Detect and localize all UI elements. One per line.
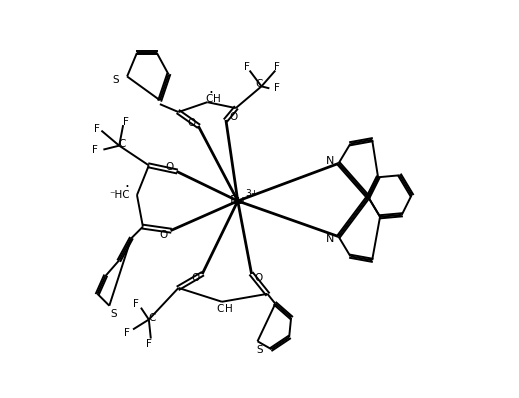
Text: 3+: 3+ [245,189,258,198]
Text: H: H [225,304,233,314]
Text: S: S [113,75,119,85]
Text: F: F [133,299,139,309]
Text: Eu: Eu [230,195,245,207]
Text: S: S [110,308,117,319]
Text: O: O [191,273,199,283]
Text: O: O [165,162,173,172]
Text: O: O [187,118,195,128]
Text: O: O [229,112,237,122]
Text: C: C [216,304,224,314]
Text: H: H [213,94,221,104]
Text: ·: · [209,86,214,101]
Text: S: S [256,345,263,355]
Text: C: C [256,79,263,90]
Text: O: O [159,230,168,240]
Text: ⁻HC: ⁻HC [109,190,130,200]
Text: ·: · [125,180,130,195]
Text: N: N [325,234,334,244]
Text: O: O [255,273,263,283]
Text: F: F [94,124,100,134]
Text: N: N [325,156,334,166]
Text: F: F [124,117,129,127]
Text: F: F [274,83,279,94]
Text: F: F [92,144,98,154]
Text: C: C [119,139,126,149]
Text: F: F [275,62,280,72]
Text: C: C [148,312,156,322]
Text: F: F [124,328,130,338]
Text: F: F [243,62,250,72]
Text: C: C [206,94,213,104]
Text: F: F [146,339,152,349]
